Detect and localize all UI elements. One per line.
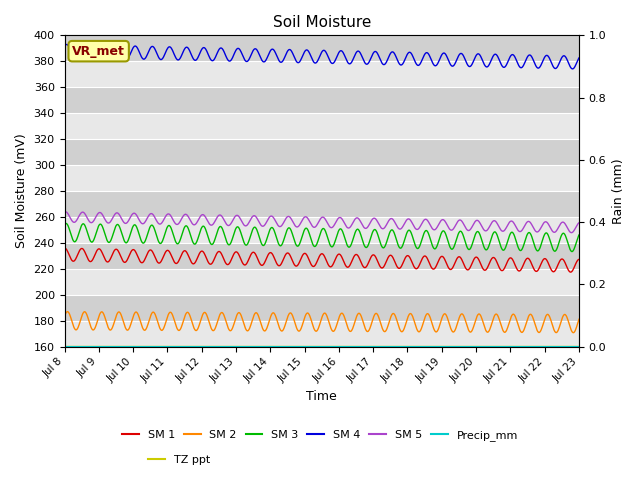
Bar <box>65 191 579 217</box>
Bar <box>65 295 579 321</box>
Bar <box>65 87 579 113</box>
Bar <box>65 243 579 269</box>
Bar <box>65 321 579 347</box>
Bar <box>65 217 579 243</box>
Legend: SM 1, SM 2, SM 3, SM 4, SM 5, Precip_mm: SM 1, SM 2, SM 3, SM 4, SM 5, Precip_mm <box>118 426 522 445</box>
Bar <box>65 269 579 295</box>
Text: VR_met: VR_met <box>72 45 125 58</box>
Bar <box>65 139 579 165</box>
Title: Soil Moisture: Soil Moisture <box>273 15 371 30</box>
X-axis label: Time: Time <box>307 390 337 403</box>
Bar <box>65 113 579 139</box>
Bar <box>65 61 579 87</box>
Y-axis label: Soil Moisture (mV): Soil Moisture (mV) <box>15 133 28 248</box>
Legend: TZ ppt: TZ ppt <box>144 451 214 469</box>
Bar <box>65 36 579 61</box>
Bar <box>65 165 579 191</box>
Y-axis label: Rain (mm): Rain (mm) <box>612 158 625 224</box>
